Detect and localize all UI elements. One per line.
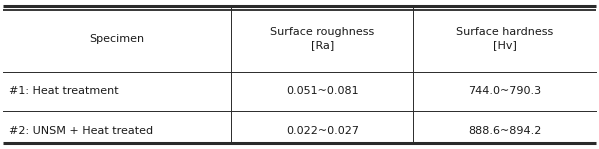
- Text: 0.051~0.081: 0.051~0.081: [286, 86, 359, 96]
- Text: 0.022~0.027: 0.022~0.027: [286, 126, 359, 136]
- Text: Surface hardness
[Hv]: Surface hardness [Hv]: [456, 27, 553, 50]
- Text: Surface roughness
[Ra]: Surface roughness [Ra]: [270, 27, 374, 50]
- Text: 888.6~894.2: 888.6~894.2: [468, 126, 541, 136]
- Text: 744.0~790.3: 744.0~790.3: [468, 86, 541, 96]
- Text: #1: Heat treatment: #1: Heat treatment: [9, 86, 119, 96]
- Text: Specimen: Specimen: [90, 34, 145, 44]
- Text: #2: UNSM + Heat treated: #2: UNSM + Heat treated: [9, 126, 153, 136]
